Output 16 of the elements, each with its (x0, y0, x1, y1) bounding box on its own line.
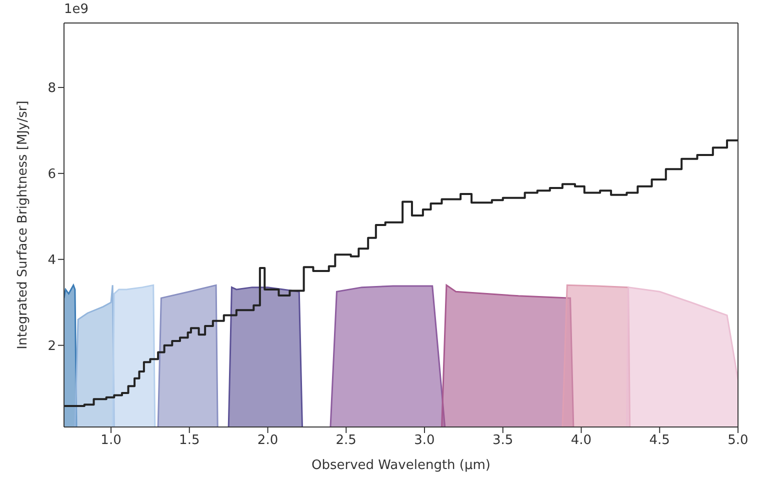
y-tick-label: 8 (48, 81, 56, 96)
x-tick-label: 1.0 (100, 433, 122, 448)
y-tick-label: 2 (48, 338, 56, 354)
x-axis-title: Observed Wavelength (μm) (311, 458, 491, 473)
x-tick-label: 2.0 (257, 433, 278, 448)
x-tick-label: 4.0 (570, 433, 592, 448)
x-tick-label: 3.5 (492, 433, 514, 448)
x-tick-label: 1.5 (179, 433, 200, 448)
y-tick-label: 6 (48, 167, 56, 182)
x-tick-label: 5.0 (728, 433, 748, 448)
text: 1e9 (64, 2, 89, 17)
y-axis-title: Integrated Surface Brightness [MJy/sr] (16, 100, 31, 350)
y-tick-label: 4 (48, 253, 56, 268)
x-tick-label: 2.5 (336, 433, 356, 448)
x-tick-label: 4.5 (649, 433, 670, 448)
x-tick-label: 3.0 (414, 433, 435, 448)
